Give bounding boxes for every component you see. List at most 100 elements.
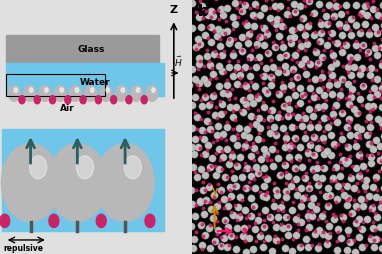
Point <box>295 155 301 159</box>
Point <box>380 4 382 8</box>
Point <box>272 234 278 238</box>
Point <box>194 115 200 119</box>
Point <box>321 130 327 134</box>
Point <box>282 163 288 167</box>
Text: Water: Water <box>80 78 111 87</box>
Point <box>356 226 363 230</box>
Point <box>307 87 313 91</box>
Point <box>186 84 193 88</box>
Point <box>261 239 267 243</box>
Point <box>272 23 278 27</box>
Point <box>370 220 376 224</box>
Point <box>337 93 343 98</box>
Point <box>354 207 361 211</box>
Point <box>356 150 363 154</box>
Point <box>300 196 306 200</box>
Circle shape <box>84 86 97 102</box>
Circle shape <box>30 156 47 179</box>
Point <box>299 124 305 129</box>
Point <box>374 188 380 192</box>
Point <box>364 154 370 158</box>
Point <box>262 194 268 198</box>
Point <box>305 209 311 213</box>
Point <box>204 119 210 123</box>
Point <box>356 235 362 239</box>
Point <box>243 216 249 220</box>
Point <box>302 34 308 38</box>
Point <box>327 194 333 198</box>
Point <box>309 210 316 214</box>
Point <box>266 110 272 114</box>
Point <box>354 181 360 185</box>
Point <box>244 166 250 170</box>
Point <box>280 209 286 213</box>
Circle shape <box>49 214 59 228</box>
Point <box>358 127 364 131</box>
Point <box>261 225 267 229</box>
Point <box>336 23 342 27</box>
Point <box>218 137 224 141</box>
Point <box>327 231 333 235</box>
Point <box>359 104 365 108</box>
Point <box>306 158 312 163</box>
Point <box>346 60 353 64</box>
Point <box>325 37 332 41</box>
Point <box>352 140 358 144</box>
Point <box>234 66 240 70</box>
Point <box>218 8 224 12</box>
Point <box>202 130 209 134</box>
Point <box>312 31 318 35</box>
Point <box>203 10 209 14</box>
Point <box>378 59 382 64</box>
Point <box>327 194 333 198</box>
Point <box>337 46 343 50</box>
Point <box>198 99 204 103</box>
Point <box>283 215 289 219</box>
Point <box>285 0 291 2</box>
Point <box>334 83 340 87</box>
Point <box>200 180 206 184</box>
Point <box>204 168 210 172</box>
Point <box>308 144 314 148</box>
Point <box>230 137 236 141</box>
Point <box>363 178 369 182</box>
Point <box>348 18 354 22</box>
Point <box>199 128 205 132</box>
Point <box>310 169 316 173</box>
Point <box>345 239 351 243</box>
Point <box>230 50 236 54</box>
Point <box>372 228 378 232</box>
Point <box>246 135 252 139</box>
Point <box>270 79 276 83</box>
Point <box>343 26 349 30</box>
Point <box>312 176 319 180</box>
Point <box>265 52 271 56</box>
Point <box>328 154 334 158</box>
Point <box>256 56 262 60</box>
Point <box>319 166 325 170</box>
Point <box>226 60 232 64</box>
Point <box>283 181 289 185</box>
Point <box>254 43 261 47</box>
Point <box>293 168 299 172</box>
Point <box>196 87 202 91</box>
Point <box>353 39 359 43</box>
Point <box>202 93 208 97</box>
Point <box>247 74 253 78</box>
Point <box>288 125 295 129</box>
Point <box>274 18 280 22</box>
Point <box>264 158 270 163</box>
Point <box>347 173 353 177</box>
Point <box>315 62 321 66</box>
Point <box>201 206 207 210</box>
Point <box>233 247 240 251</box>
Point <box>258 25 264 29</box>
Point <box>282 145 288 149</box>
Point <box>291 3 297 7</box>
Point <box>369 203 376 207</box>
Point <box>264 190 270 195</box>
Point <box>270 164 277 168</box>
Point <box>206 246 212 250</box>
Point <box>363 54 369 58</box>
Point <box>255 138 261 142</box>
